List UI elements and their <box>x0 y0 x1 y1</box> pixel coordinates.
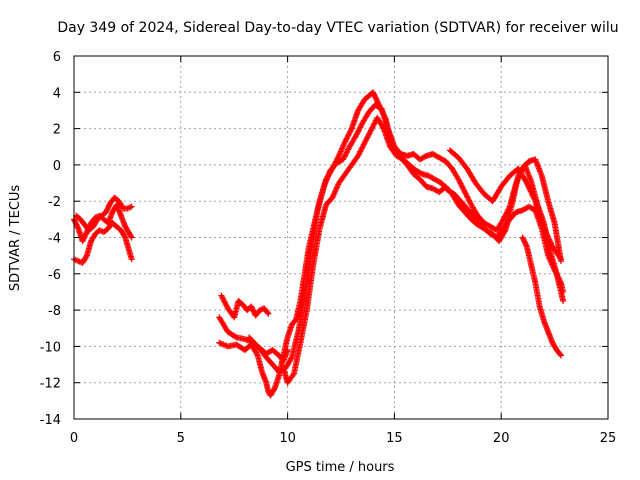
y-tick-label: 4 <box>53 86 61 101</box>
x-tick-label: 25 <box>600 431 617 446</box>
data-point <box>546 236 553 243</box>
x-tick-label: 5 <box>177 431 185 446</box>
data-point <box>557 351 564 358</box>
y-tick-label: -2 <box>48 195 61 210</box>
data-point <box>557 255 564 262</box>
data-point <box>264 309 271 316</box>
series-track-5 <box>218 292 272 321</box>
data-point <box>501 228 508 235</box>
data-point <box>558 352 565 359</box>
data-point <box>127 204 134 211</box>
y-tick-label: -8 <box>48 304 61 319</box>
data-point <box>531 196 538 203</box>
y-tick-label: -4 <box>48 232 61 247</box>
data-point <box>121 233 128 240</box>
data-point <box>547 239 554 246</box>
x-tick-label: 10 <box>279 431 296 446</box>
data-point <box>527 187 534 194</box>
y-tick-label: -12 <box>40 377 61 392</box>
data-point <box>543 231 550 238</box>
data-point <box>288 355 295 362</box>
data-point <box>232 333 239 340</box>
series-track-2 <box>71 219 135 266</box>
data-point <box>271 386 278 393</box>
data-point <box>560 298 567 305</box>
data-point <box>523 180 530 187</box>
data-point <box>523 242 530 249</box>
data-point <box>545 235 552 242</box>
data-point <box>127 233 134 240</box>
data-point <box>541 226 548 233</box>
grid <box>74 56 608 419</box>
y-tick-label: 0 <box>53 159 61 174</box>
data-point <box>128 203 135 210</box>
x-tick-label: 0 <box>70 431 78 446</box>
data-point <box>526 185 533 192</box>
data-point <box>525 184 532 191</box>
data-point <box>530 194 537 201</box>
series-track-7 <box>246 102 565 375</box>
data-point <box>128 234 135 241</box>
data-point <box>524 181 531 188</box>
data-points <box>71 89 567 399</box>
data-point <box>544 232 551 239</box>
y-tick-label: -10 <box>40 340 61 355</box>
data-point <box>379 124 386 131</box>
data-point <box>542 229 549 236</box>
data-point <box>525 182 532 189</box>
data-point <box>529 192 536 199</box>
series-track-3 <box>73 194 135 234</box>
y-tick-label: -6 <box>48 268 61 283</box>
data-point <box>290 371 297 378</box>
data-point <box>265 310 272 317</box>
data-point <box>128 256 135 263</box>
data-point <box>527 188 534 195</box>
chart-title: Day 349 of 2024, Sidereal Day-to-day VTE… <box>57 20 618 36</box>
series-track-10 <box>519 234 565 359</box>
data-point <box>83 253 90 260</box>
y-tick-label: 2 <box>53 123 61 138</box>
series-track-9 <box>446 147 565 263</box>
data-point <box>531 195 538 202</box>
series-track-8 <box>280 114 567 386</box>
data-point <box>542 228 549 235</box>
x-tick-label: 15 <box>386 431 403 446</box>
data-point <box>528 189 535 196</box>
data-point <box>74 224 81 231</box>
data-point <box>125 204 132 211</box>
data-point <box>544 233 551 240</box>
x-tick-label: 20 <box>493 431 510 446</box>
x-axis-label: GPS time / hours <box>286 460 395 475</box>
data-point <box>548 240 555 247</box>
data-point <box>529 191 536 198</box>
data-point <box>540 225 547 232</box>
data-point <box>546 237 553 244</box>
y-axis-label: SDTVAR / TECUs <box>8 185 23 292</box>
data-point <box>253 351 260 358</box>
data-point <box>292 317 299 324</box>
data-point <box>558 256 565 263</box>
y-tick-label: 6 <box>53 50 61 65</box>
y-tick-label: -14 <box>40 413 61 428</box>
